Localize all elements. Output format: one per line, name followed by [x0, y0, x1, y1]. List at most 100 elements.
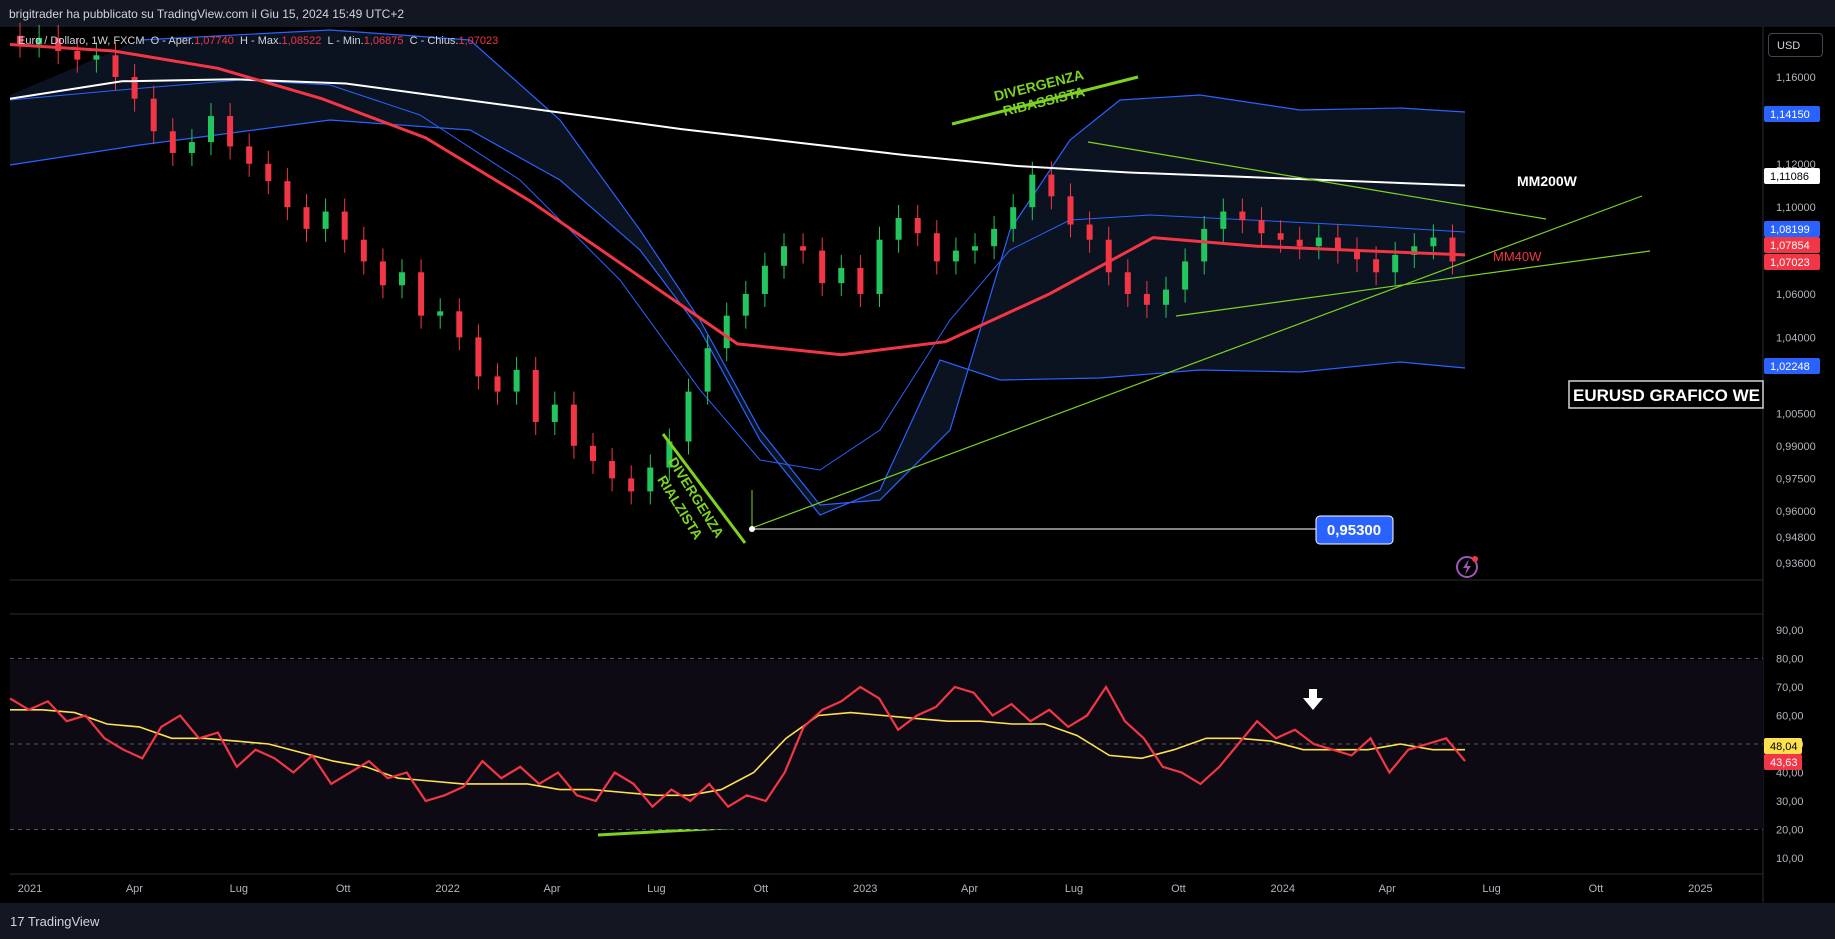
- price-tick: 1,06000: [1776, 289, 1816, 301]
- candle-body: [781, 246, 787, 266]
- candle-body: [590, 445, 596, 462]
- price-tick: 0,97500: [1776, 473, 1816, 485]
- time-tick: Lug: [647, 883, 665, 895]
- tradingview-logo[interactable]: 17 TradingView: [10, 914, 99, 929]
- candle-body: [55, 37, 62, 51]
- rsi-tick: 20,00: [1776, 825, 1804, 837]
- price-badge: [1764, 254, 1820, 270]
- legend-open-value: 1,07740: [194, 35, 234, 47]
- candle-body: [800, 246, 807, 251]
- currency-button[interactable]: USD: [1768, 33, 1823, 57]
- time-tick: Apr: [543, 883, 560, 895]
- price-tick: 1,16000: [1776, 72, 1816, 84]
- candle-body: [1143, 293, 1150, 305]
- candle-body: [456, 311, 463, 338]
- legend-low-label: L - Min.: [327, 35, 364, 47]
- candle-body: [1277, 233, 1284, 240]
- time-tick: Apr: [126, 883, 143, 895]
- candle-body: [857, 267, 864, 294]
- candle-body: [647, 467, 654, 492]
- price-badge: [1764, 221, 1820, 237]
- candle-body: [1449, 237, 1456, 262]
- title-box: [1568, 380, 1764, 409]
- symbol-legend: Euro / Dollaro, 1W, FXCM O - Aper.1,0774…: [18, 35, 498, 47]
- candle-body: [914, 218, 921, 234]
- time-tick: Ott: [1589, 883, 1604, 895]
- time-tick: 2021: [18, 883, 42, 895]
- low-marker-badge: [1315, 515, 1394, 545]
- time-tick: 2025: [1688, 883, 1712, 895]
- price-badge-value: 1,02248: [1770, 361, 1810, 373]
- candle-body: [1048, 174, 1055, 197]
- price-badge-value: 1,11086: [1770, 171, 1809, 183]
- candle-body: [17, 35, 23, 45]
- candle-body: [666, 441, 673, 468]
- ma200-label: MM200W: [1517, 173, 1578, 189]
- time-axis[interactable]: 2021 Apr Lug Ott 2022 Apr Lug Ott 2023 Apr Lug Ott 2…: [18, 883, 1713, 895]
- divergence-line-bearish: [951, 75, 1139, 126]
- candle-body: [437, 311, 444, 316]
- candle-body: [379, 261, 386, 286]
- ma40-line: [9, 43, 1466, 357]
- price-axis[interactable]: 1,16000 1,12000 1,10000 1,06000 1,04000 1,005…: [1776, 72, 1816, 570]
- rsi-badges: 48,04 43,63: [1764, 738, 1802, 770]
- price-tick: 1,04000: [1776, 332, 1816, 344]
- rsi-tick: 40,00: [1776, 768, 1804, 780]
- price-tick: 0,99000: [1776, 441, 1816, 453]
- rsi-ma-line: [10, 709, 1465, 797]
- candle-body: [1010, 207, 1017, 229]
- candle-body: [876, 239, 883, 294]
- price-badge-value: 1,08199: [1770, 224, 1810, 236]
- candle-body: [1201, 228, 1208, 262]
- candle-body: [570, 404, 577, 446]
- candle-body: [513, 369, 520, 392]
- price-tick: 0,94800: [1776, 532, 1816, 544]
- candle-body: [895, 218, 902, 240]
- legend-close-label: C - Chius.: [409, 35, 459, 47]
- candle-body: [1086, 224, 1093, 240]
- ma40-label: MM40W: [1493, 249, 1542, 264]
- price-tick: 0,96000: [1776, 506, 1816, 518]
- candle-body: [1239, 211, 1246, 221]
- candle-body: [303, 207, 310, 229]
- candle-body: [952, 250, 959, 262]
- time-tick: Lug: [1065, 883, 1083, 895]
- price-badges: 1,14150 1,11086 1,08199 1,07854 1,07023 1,022…: [1764, 106, 1820, 374]
- candle-body: [972, 246, 978, 251]
- time-tick: Lug: [230, 883, 248, 895]
- price-tick: 1,10000: [1776, 202, 1816, 214]
- candle-body: [1124, 272, 1131, 294]
- chart-title: EURUSD GRAFICO WE: [1573, 386, 1760, 405]
- candle-body: [1334, 237, 1341, 251]
- lightning-icon[interactable]: [1456, 556, 1478, 578]
- candle-body: [169, 131, 176, 153]
- low-marker-dot: [749, 526, 755, 532]
- candle-body: [265, 163, 272, 182]
- candle-body: [819, 250, 826, 284]
- price-badge: [1764, 106, 1820, 122]
- time-tick: Apr: [1379, 883, 1396, 895]
- rsi-badge: [1764, 754, 1802, 770]
- candle-body: [723, 315, 730, 349]
- price-tick: 1,00500: [1776, 408, 1816, 420]
- candle-body: [1220, 211, 1227, 229]
- candle-body: [494, 376, 501, 392]
- rsi-badge: [1764, 738, 1802, 754]
- price-tick: 0,93600: [1776, 558, 1816, 570]
- legend-high-value: 1,08522: [281, 35, 322, 47]
- candle-body: [1163, 289, 1169, 305]
- candle-body: [112, 55, 119, 77]
- bollinger-upper: [139, 29, 1466, 506]
- candle-body: [628, 478, 635, 492]
- time-tick: 2022: [435, 883, 459, 895]
- candle-body: [933, 233, 940, 262]
- candle-body: [1373, 259, 1380, 273]
- rsi-tick: 30,00: [1776, 796, 1804, 808]
- bollinger-lower: [9, 119, 1466, 516]
- time-tick: Lug: [1482, 883, 1500, 895]
- candle-body: [1067, 196, 1074, 225]
- price-badge-value: 1,07023: [1770, 257, 1810, 269]
- tv-icon: 17: [10, 914, 28, 929]
- publisher-byline: brigitrader ha pubblicato su TradingView…: [9, 7, 405, 21]
